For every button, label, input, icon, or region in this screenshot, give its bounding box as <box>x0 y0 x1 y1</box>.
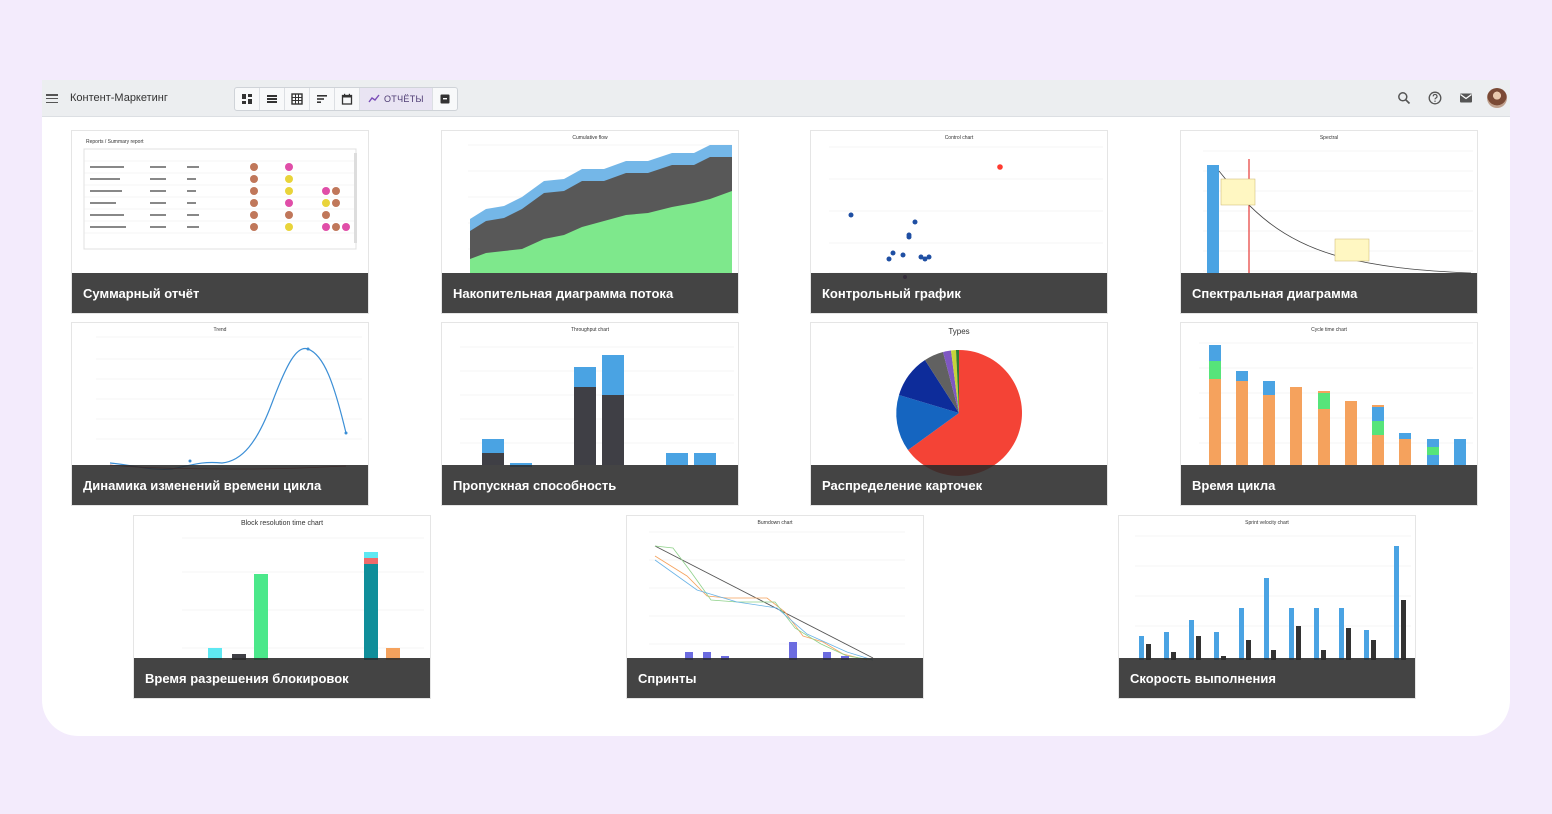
report-card-control-chart[interactable]: Control chart Контрольный график <box>811 131 1107 313</box>
card-label: Распределение карточек <box>822 478 983 493</box>
card-label-bar: Спринты <box>627 658 923 698</box>
board-title: Контент-Маркетинг <box>70 92 168 104</box>
table-view-button[interactable] <box>285 88 310 110</box>
card-label: Динамика изменений времени цикла <box>83 478 322 493</box>
thumb-title: Cycle time chart <box>1311 327 1347 333</box>
card-label: Контрольный график <box>822 286 961 301</box>
types-pie-thumbnail: Types <box>896 327 1022 476</box>
report-card-spectral[interactable]: Spectral Спектральная диаграмма <box>1181 131 1477 313</box>
help-icon <box>1428 91 1441 105</box>
card-label-bar: Время разрешения блокировок <box>134 658 430 698</box>
calendar-view-button[interactable] <box>335 88 360 110</box>
card-label-bar: Скорость выполнения <box>1119 658 1415 698</box>
thumb-title: Trend <box>214 327 227 333</box>
card-label-bar: Суммарный отчёт <box>72 273 368 313</box>
main-panel: Контент-Маркетинг ОТЧЁТЫ <box>42 80 1510 736</box>
thumb-title: Cumulative flow <box>572 135 608 141</box>
header-actions <box>1388 80 1510 116</box>
report-card-types[interactable]: Types Распределение карточек <box>811 323 1107 505</box>
search-button[interactable] <box>1388 80 1419 116</box>
sort-icon <box>317 95 327 103</box>
card-label-bar: Спектральная диаграмма <box>1181 273 1477 313</box>
spectral-thumbnail: Spectral <box>1203 135 1473 274</box>
mail-icon <box>1459 93 1472 103</box>
list-view-button[interactable] <box>260 88 285 110</box>
card-label: Накопительная диаграмма потока <box>453 286 674 301</box>
cycle-time-thumbnail: Cycle time chart <box>1199 327 1473 465</box>
card-label-bar: Накопительная диаграмма потока <box>442 273 738 313</box>
reports-icon <box>368 94 380 103</box>
summary-report-thumbnail: Reports / Summary report <box>83 139 357 250</box>
block-resolution-thumbnail: Block resolution time chart <box>182 520 424 660</box>
report-card-cumulative-flow[interactable]: Cumulative flow Накопительная диаграмма … <box>442 131 738 313</box>
thumb-title: Burndown chart <box>757 520 793 526</box>
hamburger-menu-icon[interactable] <box>46 94 58 104</box>
report-card-burndown[interactable]: Burndown chart Спринты <box>627 516 923 698</box>
card-label-bar: Пропускная способность <box>442 465 738 505</box>
help-button[interactable] <box>1419 80 1450 116</box>
mail-button[interactable] <box>1450 80 1481 116</box>
throughput-thumbnail: Throughput chart <box>460 327 734 467</box>
thumb-title: Sprint velocity chart <box>1245 520 1289 526</box>
thumb-title: Control chart <box>945 135 974 141</box>
view-switcher: ОТЧЁТЫ <box>234 87 458 111</box>
report-card-trend[interactable]: Trend Динамика изменений времени цикла <box>72 323 368 505</box>
card-label: Время разрешения блокировок <box>145 671 349 686</box>
thumb-title: Reports / Summary report <box>86 139 144 145</box>
grid-icon <box>291 93 303 105</box>
card-label-bar: Время цикла <box>1181 465 1477 505</box>
thumb-title: Block resolution time chart <box>241 520 323 527</box>
list-icon <box>267 95 277 103</box>
card-label: Спринты <box>638 671 697 686</box>
card-label-bar: Динамика изменений времени цикла <box>72 465 368 505</box>
archive-icon <box>440 94 450 104</box>
card-label: Пропускная способность <box>453 478 617 493</box>
thumb-title: Spectral <box>1320 135 1338 141</box>
report-card-cycle-time[interactable]: Cycle time chart Время цикла <box>1181 323 1477 505</box>
card-label: Время цикла <box>1192 478 1276 493</box>
thumb-title: Types <box>948 327 969 336</box>
reports-label: ОТЧЁТЫ <box>384 94 424 104</box>
dashboard-view-button[interactable] <box>235 88 260 110</box>
search-icon <box>1397 92 1410 105</box>
card-label-bar: Распределение карточек <box>811 465 1107 505</box>
avatar[interactable] <box>1487 88 1507 108</box>
card-label: Спектральная диаграмма <box>1192 286 1358 301</box>
dashboard-icon <box>242 94 252 104</box>
sprint-velocity-thumbnail: Sprint velocity chart <box>1135 520 1411 660</box>
archive-button[interactable] <box>433 88 457 110</box>
cumulative-flow-thumbnail: Cumulative flow <box>468 135 732 273</box>
burndown-thumbnail: Burndown chart <box>649 520 905 661</box>
report-card-throughput[interactable]: Throughput chart Пропускная способность <box>442 323 738 505</box>
report-card-summary[interactable]: Reports / Summary report <box>72 131 368 313</box>
report-card-block-resolution[interactable]: Block resolution time chart Время разреш… <box>134 516 430 698</box>
report-card-sprint-velocity[interactable]: Sprint velocity chart Скорость выполнени… <box>1119 516 1415 698</box>
card-label: Суммарный отчёт <box>83 286 200 301</box>
card-label-bar: Контрольный график <box>811 273 1107 313</box>
timeline-view-button[interactable] <box>310 88 335 110</box>
calendar-icon <box>341 93 353 105</box>
reports-view-button[interactable]: ОТЧЁТЫ <box>360 88 433 110</box>
thumb-title: Throughput chart <box>571 327 610 333</box>
card-label: Скорость выполнения <box>1130 671 1276 686</box>
top-bar: Контент-Маркетинг ОТЧЁТЫ <box>42 80 1510 117</box>
